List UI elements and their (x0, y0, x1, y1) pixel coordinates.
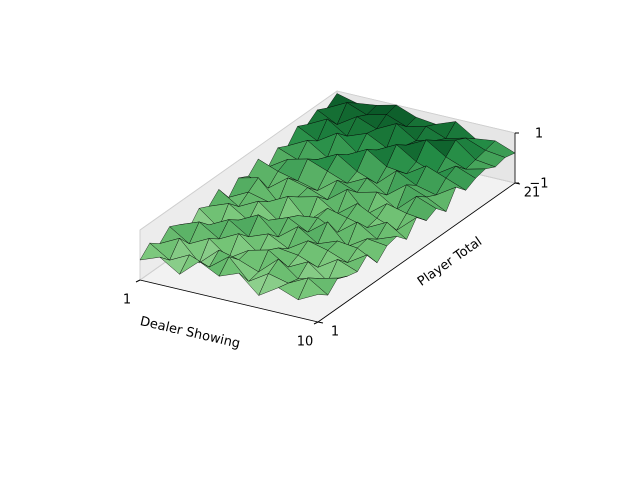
x-tick-label: 10 (297, 335, 314, 350)
y-tick (317, 321, 324, 324)
x-tick (135, 279, 141, 283)
y-tick-label: 1 (331, 325, 339, 340)
x-tick (313, 321, 319, 325)
y-tick-label: 21 (524, 186, 541, 201)
surface-face (298, 277, 329, 300)
z-tick-label: 1 (535, 127, 543, 142)
y-axis-line (317, 182, 516, 323)
x-tick-label: 1 (123, 293, 131, 308)
x-axis-line (139, 279, 319, 323)
grid-line (139, 90, 516, 231)
z-tick-label: −1 (529, 177, 548, 192)
